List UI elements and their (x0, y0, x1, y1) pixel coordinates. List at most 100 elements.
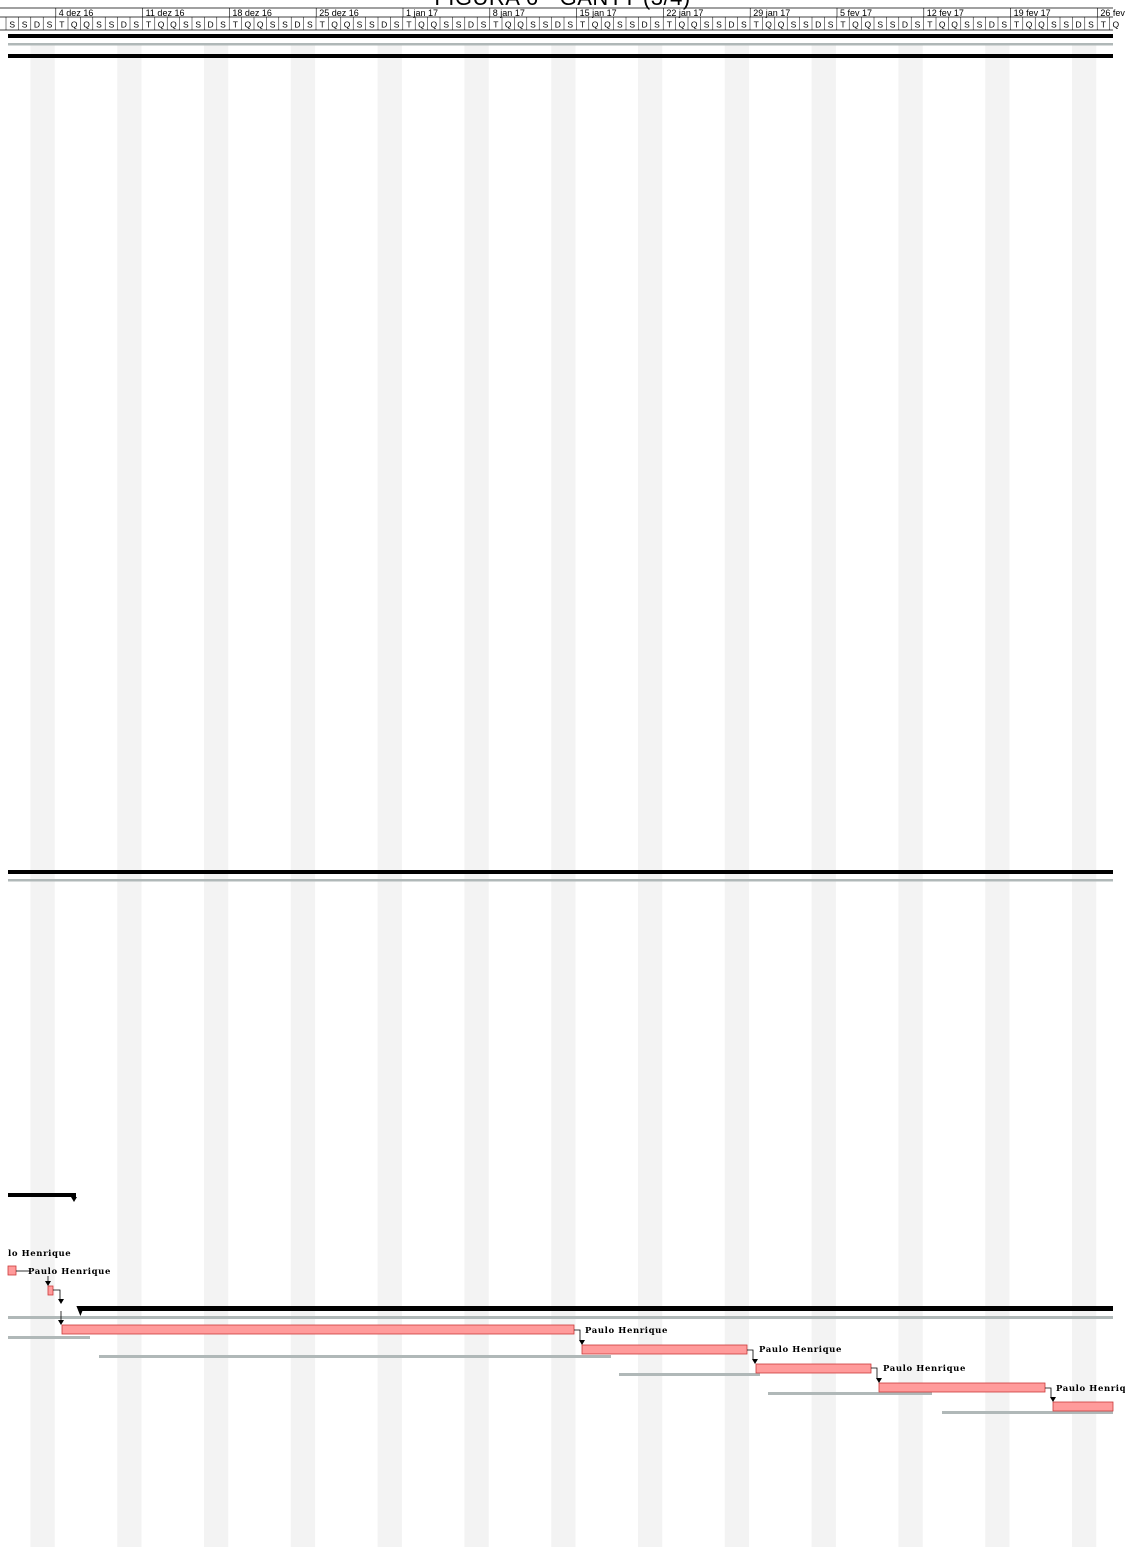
day-letter: S (443, 20, 449, 30)
day-letter: S (803, 20, 809, 30)
task-resource-label: Paulo Henrique (759, 1345, 842, 1355)
day-letter: Q (331, 20, 338, 30)
section-rules (8, 34, 1113, 882)
section-thick-rule (8, 54, 1113, 58)
day-letter: Q (430, 20, 437, 30)
day-letter: S (915, 20, 921, 30)
day-letter: S (1088, 20, 1094, 30)
summary-bar-end (71, 1197, 77, 1202)
day-letter: S (369, 20, 375, 30)
day-letter: T (580, 20, 585, 30)
weekend-column (290, 43, 316, 1547)
week-tick-label: 12 fev 17 (927, 8, 964, 18)
timescale-header: 4 dez 16 11 dez 16 18 dez 16 25 dez 16 1 jan… (0, 7, 1125, 31)
day-letter: Q (1026, 20, 1033, 30)
day-letter: T (667, 20, 672, 30)
day-letter: D (728, 20, 734, 30)
day-letter: Q (604, 20, 611, 30)
week-tick-label: 22 jan 17 (666, 8, 703, 18)
day-letter: S (1063, 20, 1069, 30)
dependency-link (747, 1349, 754, 1359)
day-letter: D (555, 20, 561, 30)
week-tick-label: 25 dez 16 (319, 8, 359, 18)
dependency-arrow (58, 1299, 64, 1304)
baseline-bar (768, 1392, 932, 1395)
day-letter: Q (592, 20, 599, 30)
day-letter: S (22, 20, 28, 30)
day-letter: S (481, 20, 487, 30)
baseline-bar (8, 1336, 90, 1339)
day-letter: S (270, 20, 276, 30)
day-letter: S (741, 20, 747, 30)
day-letter: S (9, 20, 15, 30)
weekend-column (811, 43, 836, 1547)
day-letter: T (146, 20, 151, 30)
header-grey-rule (8, 43, 1113, 46)
task-resource-label: Paulo Henrique (1056, 1384, 1125, 1394)
dependency-arrow (876, 1378, 882, 1383)
day-letter: T (927, 20, 932, 30)
day-letter: D (468, 20, 474, 30)
day-letter: D (34, 20, 40, 30)
day-letter: Q (765, 20, 772, 30)
day-letter: Q (691, 20, 698, 30)
weekend-column (464, 43, 489, 1547)
day-letter: S (109, 20, 115, 30)
section-thick-rule (8, 870, 1113, 874)
day-letter: S (357, 20, 363, 30)
day-letter: S (791, 20, 797, 30)
week-tick-label: 18 dez 16 (232, 8, 272, 18)
day-letter: S (654, 20, 660, 30)
day-letter: D (815, 20, 821, 30)
dependency-link (871, 1367, 878, 1378)
day-letter: S (456, 20, 462, 30)
day-letter: S (877, 20, 883, 30)
summary-bar (8, 1193, 76, 1197)
task-resource-label: Paulo Henrique (28, 1267, 111, 1277)
day-letter: S (282, 20, 288, 30)
day-letter: Q (852, 20, 859, 30)
weekend-column (377, 43, 402, 1547)
day-letter: S (96, 20, 102, 30)
summary-baseline (8, 1316, 1113, 1319)
day-letter: D (381, 20, 387, 30)
dependency-arrow (1050, 1397, 1056, 1402)
day-letter: T (320, 20, 325, 30)
day-letter: T (406, 20, 411, 30)
summary-bar-start (76, 1306, 85, 1316)
day-letter: T (59, 20, 64, 30)
task-bar (61, 1324, 575, 1335)
day-letter: T (493, 20, 498, 30)
day-letter: Q (344, 20, 351, 30)
baseline-bar (942, 1411, 1113, 1414)
day-letter: S (220, 20, 226, 30)
day-letter: Q (505, 20, 512, 30)
day-letter: S (1051, 20, 1057, 30)
weekend-column (204, 43, 229, 1547)
day-letter: D (1076, 20, 1082, 30)
day-letter: S (543, 20, 549, 30)
day-letter: Q (778, 20, 785, 30)
weekend-column (117, 43, 142, 1547)
day-letter: Q (244, 20, 251, 30)
day-letter: T (840, 20, 845, 30)
day-letter: D (902, 20, 908, 30)
task-bar (1052, 1401, 1114, 1412)
day-letter: S (716, 20, 722, 30)
day-letter: Q (71, 20, 78, 30)
day-letter: T (1101, 20, 1106, 30)
section-grey-rule (8, 879, 1113, 882)
weekend-column (898, 43, 923, 1547)
day-letter: T (233, 20, 238, 30)
day-letter: S (977, 20, 983, 30)
day-letter: D (989, 20, 995, 30)
task-bar (7, 1265, 17, 1276)
week-tick-label: 26 fev 17 (1100, 8, 1125, 18)
day-letter: T (1014, 20, 1019, 30)
day-letter: S (307, 20, 313, 30)
task-bar (47, 1285, 54, 1296)
day-letter: S (133, 20, 139, 30)
day-letter: Q (170, 20, 177, 30)
weekend-column (724, 43, 750, 1547)
